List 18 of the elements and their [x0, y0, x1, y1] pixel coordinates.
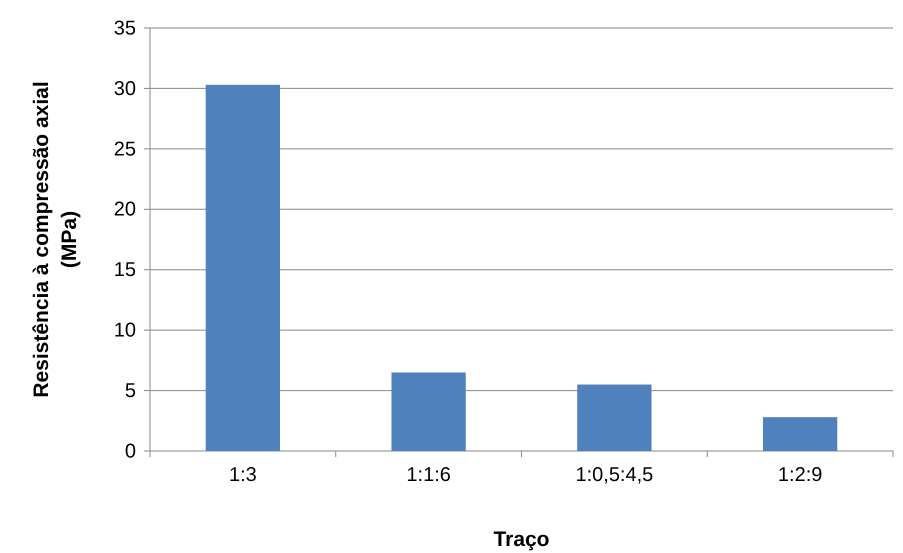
x-tick-label: 1:2:9 [778, 464, 822, 486]
x-tick-label: 1:3 [228, 464, 257, 486]
bar [762, 417, 838, 451]
y-tick-label: 10 [114, 320, 136, 342]
x-tick-label: 1:1:6 [406, 464, 451, 486]
y-tick-label: 15 [114, 259, 136, 282]
bar [577, 384, 652, 451]
y-tick-label: 20 [114, 198, 136, 221]
x-tick-label: 1:0,5:4,5 [575, 464, 654, 486]
y-tick-label: 35 [114, 17, 136, 40]
y-tick-label: 30 [114, 78, 136, 100]
y-axis-title: Resistência à compressão axial (MPa) [30, 81, 81, 398]
bar [206, 84, 280, 451]
bar [391, 372, 466, 451]
x-axis-title: Traço [493, 528, 550, 551]
y-tick-label: 25 [114, 138, 136, 160]
y-tick-label: 5 [124, 380, 136, 402]
y-tick-label: 0 [124, 440, 136, 462]
